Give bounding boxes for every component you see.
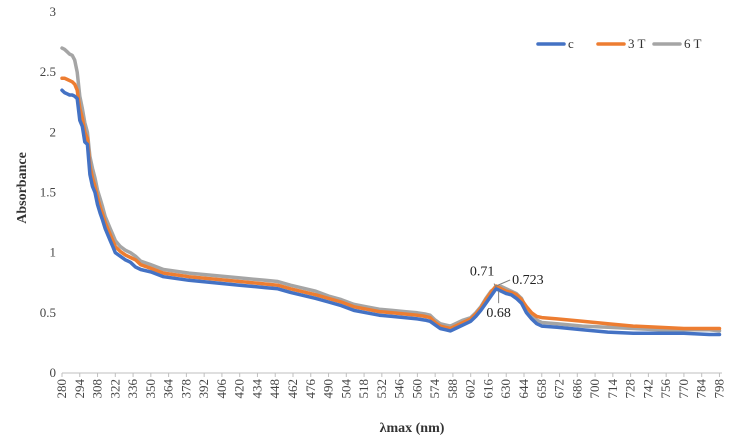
annotation-label: 0.71 [470, 265, 495, 280]
x-tick-label: 546 [392, 379, 407, 399]
x-tick-label: 448 [267, 379, 282, 399]
annotation-label: 0.68 [486, 306, 511, 321]
y-tick-label: 1 [50, 245, 57, 260]
x-tick-label: 588 [445, 379, 460, 399]
x-tick-label: 616 [480, 379, 495, 399]
x-tick-label: 700 [587, 379, 602, 399]
y-tick-label: 2.5 [40, 64, 56, 79]
x-tick-label: 294 [72, 379, 87, 399]
x-tick-label: 462 [285, 379, 300, 399]
x-tick-label: 644 [516, 379, 531, 399]
y-tick-label: 0.5 [40, 305, 56, 320]
x-tick-label: 336 [125, 379, 140, 399]
x-tick-label: 308 [90, 379, 105, 399]
x-tick-label: 560 [409, 379, 424, 399]
x-tick-label: 280 [54, 379, 69, 399]
x-tick-label: 630 [498, 379, 513, 399]
annotation-layer: 0.71 0.723 0.68 [470, 265, 544, 322]
legend-label: 3 T [628, 36, 646, 51]
x-tick-label: 770 [676, 379, 691, 399]
legend: c 3 T 6 T [536, 36, 702, 51]
y-tick-label: 0 [50, 365, 57, 380]
x-tick-label: 392 [196, 379, 211, 399]
x-tick-label: 602 [463, 379, 478, 399]
x-tick-label: 756 [658, 379, 673, 399]
x-axis-ticks: 280 294 308 322 336 350 364 378 392 406 420 434 448 4… [54, 373, 726, 399]
annotation-leader-line [495, 279, 511, 287]
y-tick-label: 2 [50, 124, 57, 139]
x-tick-label: 490 [321, 379, 336, 399]
x-tick-label: 434 [249, 379, 264, 399]
series-line-c [60, 88, 722, 337]
x-tick-label: 798 [711, 379, 726, 399]
x-tick-label: 378 [178, 379, 193, 399]
x-tick-label: 322 [107, 379, 122, 399]
series-line-3-t [60, 76, 722, 331]
y-axis-ticks: 0 0.5 1 1.5 2 2.5 3 [40, 4, 56, 380]
x-axis-title: λmax (nm) [380, 421, 445, 436]
x-tick-label: 518 [356, 379, 371, 399]
legend-label: c [568, 36, 574, 51]
x-tick-label: 504 [338, 379, 353, 399]
x-tick-label: 658 [534, 379, 549, 399]
x-tick-label: 574 [427, 379, 442, 399]
annotation-leader-line [493, 283, 497, 288]
x-tick-label: 532 [374, 379, 389, 399]
x-tick-label: 364 [161, 379, 176, 399]
x-tick-label: 728 [623, 379, 638, 399]
y-tick-label: 1.5 [40, 185, 56, 200]
legend-label: 6 T [684, 36, 702, 51]
y-axis-title: Absorbance [15, 152, 30, 224]
x-tick-label: 784 [694, 379, 709, 399]
x-tick-label: 350 [143, 379, 158, 399]
x-tick-label: 672 [552, 379, 567, 399]
series-layer [60, 46, 722, 337]
x-tick-label: 714 [605, 379, 620, 399]
x-tick-label: 420 [232, 379, 247, 399]
annotation-label: 0.723 [512, 273, 544, 288]
series-line-6-t [60, 46, 722, 333]
y-tick-label: 3 [50, 4, 57, 19]
x-tick-label: 742 [640, 379, 655, 399]
x-tick-label: 686 [569, 379, 584, 399]
x-tick-label: 406 [214, 379, 229, 399]
x-tick-label: 476 [303, 379, 318, 399]
